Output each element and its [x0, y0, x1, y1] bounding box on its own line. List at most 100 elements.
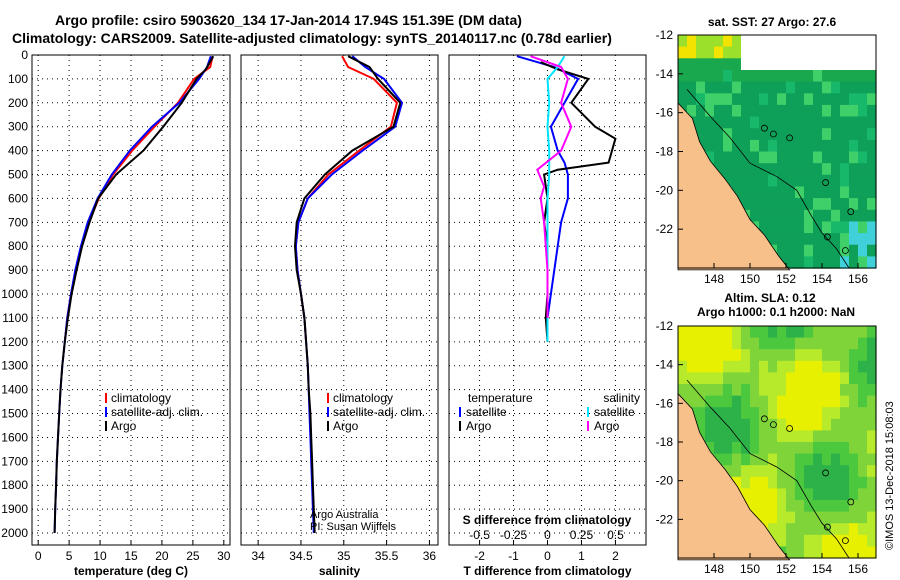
- sst_map-tick-label-x: 156: [848, 272, 868, 286]
- sst_map-cell: [768, 174, 778, 188]
- sla_map-cell: [840, 407, 850, 420]
- sst_map-cell: [795, 46, 805, 59]
- sst_map-cell: [822, 46, 832, 59]
- sst_map-cell: [732, 46, 742, 59]
- sst_map-cell: [732, 116, 742, 129]
- sst_map-cell: [795, 70, 805, 83]
- sst_map-cell: [777, 93, 787, 106]
- sla_map-cell: [858, 337, 868, 350]
- sst_map-cell: [696, 35, 706, 48]
- sla_map-cell: [768, 523, 778, 536]
- sla_map-cell: [858, 430, 868, 443]
- sst_map-cell: [732, 93, 742, 106]
- sla_map-cell: [867, 476, 877, 489]
- sla_map-cell: [831, 360, 841, 373]
- sla_map-cell: [741, 407, 751, 420]
- sst_map-cell: [705, 116, 715, 129]
- sla_map-cell: [678, 384, 688, 397]
- sst_map-cell: [777, 104, 787, 118]
- sla_map-cell: [795, 500, 805, 513]
- sst_map-cell: [804, 198, 814, 211]
- sla_map-cell: [777, 511, 787, 524]
- sla_map-cell: [867, 488, 877, 501]
- sst_map-cell: [867, 151, 877, 164]
- sla_map-cell: [741, 384, 751, 397]
- sst_map-cell: [786, 151, 796, 164]
- sst_map-cell: [849, 209, 859, 223]
- sla_map-cell: [741, 465, 751, 478]
- sla_map-cell: [759, 488, 769, 501]
- sst_map-cell: [678, 58, 688, 71]
- sla_map-cell: [687, 384, 697, 397]
- sla_map-cell: [777, 326, 787, 339]
- sla_map-cell: [840, 488, 850, 501]
- sla_map-cell: [768, 395, 778, 408]
- sla_map-tick-label-y: -12: [656, 319, 674, 333]
- sla_map-cell: [804, 500, 814, 513]
- sla_map-cell: [822, 395, 832, 408]
- sst_map-cell: [840, 104, 850, 118]
- sst_map-cell: [741, 116, 751, 129]
- sst_map-cell: [678, 93, 688, 106]
- sla_map-tick-label-x: 148: [704, 562, 724, 576]
- sla_map-cell: [732, 476, 742, 489]
- sla_map-cell: [795, 407, 805, 420]
- sla_map-cell: [786, 407, 796, 420]
- diff-legend-label: satellite: [466, 405, 507, 419]
- sla_map-cell: [867, 523, 877, 536]
- sst_map-cell: [858, 244, 868, 257]
- sst_map-cell: [741, 58, 751, 71]
- sst_map-cell: [813, 209, 823, 223]
- sla-map-title-line2: Argo h1000: 0.1 h2000: NaN: [697, 305, 855, 319]
- sst_map-cell: [732, 163, 742, 176]
- sla_map-cell: [759, 511, 769, 524]
- sst_map-cell: [858, 70, 868, 83]
- sst_map-cell: [750, 198, 760, 211]
- sst_map-cell: [714, 70, 724, 83]
- sst_map-cell: [777, 81, 787, 94]
- sst_map-cell: [804, 233, 814, 246]
- differences-tick-label-x: 0: [544, 549, 551, 563]
- sst_map-cell: [831, 128, 841, 141]
- salinity-annotation-org: Argo Australia: [310, 509, 379, 521]
- sla_map-tick-label-x: 152: [776, 562, 796, 576]
- sla_map-cell: [750, 453, 760, 466]
- sla_map-cell: [858, 534, 868, 547]
- sla_map-cell: [714, 337, 724, 350]
- diff-s-tick-label: 0: [544, 528, 551, 542]
- sla_map-cell: [696, 349, 706, 362]
- sst_map-cell: [732, 35, 742, 48]
- sla_map-cell: [858, 488, 868, 501]
- sla_map-cell: [831, 442, 841, 455]
- differences-tick-label-x: 2: [612, 549, 619, 563]
- sla_map-cell: [795, 418, 805, 431]
- sst_map-cell: [750, 93, 760, 106]
- sst_map-cell: [813, 151, 823, 164]
- sla_map-cell: [831, 407, 841, 420]
- salinity-annotation-pi: PI: Susan Wijffels: [310, 521, 396, 533]
- sla_map-cell: [822, 476, 832, 489]
- sst_map-cell: [795, 198, 805, 211]
- sla_map-cell: [840, 384, 850, 397]
- sst_map-cell: [786, 186, 796, 199]
- salinity-plot-frame: [240, 54, 439, 546]
- sst_map-cell: [795, 128, 805, 141]
- sla_map-reef: [847, 498, 855, 506]
- sst_map-cell: [732, 186, 742, 199]
- sst_map-cell: [822, 174, 832, 188]
- sla_map-cell: [750, 407, 760, 420]
- sla_map-cell: [822, 360, 832, 373]
- sla_map-cell: [822, 326, 832, 339]
- sst_map-cell: [759, 139, 769, 153]
- sla_map-cell: [696, 407, 706, 420]
- sst_map-cell: [687, 35, 697, 48]
- sla_map-cell: [750, 395, 760, 408]
- sst_map-cell: [786, 244, 796, 257]
- sla_map-cell: [696, 418, 706, 431]
- sla_map-cell: [759, 442, 769, 455]
- sla_map-cell: [831, 372, 841, 385]
- sla_map-cell: [714, 430, 724, 443]
- sst_map-cell: [804, 244, 814, 257]
- sla_map-reef: [822, 469, 829, 477]
- sla_map-cell: [723, 326, 733, 339]
